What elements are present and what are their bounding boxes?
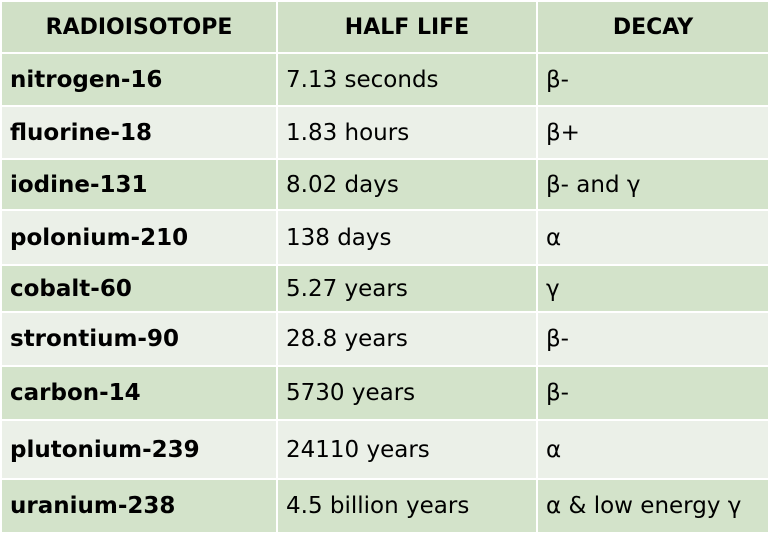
table-row: polonium-210 138 days α — [0, 209, 768, 266]
half-life-cell: 24110 years — [276, 419, 538, 480]
table-row: plutonium-239 24110 years α — [0, 419, 768, 480]
decay-cell: γ — [536, 264, 768, 313]
decay-cell: β- — [536, 311, 768, 367]
half-life-cell: 138 days — [276, 209, 538, 266]
header-radioisotope: RADIOISOTOPE — [0, 0, 278, 54]
decay-cell: α & low energy γ — [536, 478, 768, 534]
decay-cell: β- and γ — [536, 158, 768, 211]
table-row: nitrogen-16 7.13 seconds β- — [0, 52, 768, 107]
table-row: cobalt-60 5.27 years γ — [0, 264, 768, 313]
half-life-cell: 4.5 billion years — [276, 478, 538, 534]
isotope-cell: carbon-14 — [0, 365, 278, 421]
decay-cell: β+ — [536, 105, 768, 160]
half-life-cell: 1.83 hours — [276, 105, 538, 160]
decay-cell: β- — [536, 365, 768, 421]
isotope-cell: iodine-131 — [0, 158, 278, 211]
table-header-row: RADIOISOTOPE HALF LIFE DECAY — [0, 0, 768, 54]
half-life-cell: 5730 years — [276, 365, 538, 421]
table-row: carbon-14 5730 years β- — [0, 365, 768, 421]
table-row: fluorine-18 1.83 hours β+ — [0, 105, 768, 160]
table-row: iodine-131 8.02 days β- and γ — [0, 158, 768, 211]
isotope-cell: strontium-90 — [0, 311, 278, 367]
half-life-cell: 28.8 years — [276, 311, 538, 367]
isotope-cell: cobalt-60 — [0, 264, 278, 313]
isotope-cell: nitrogen-16 — [0, 52, 278, 107]
table-row: uranium-238 4.5 billion years α & low en… — [0, 478, 768, 534]
half-life-cell: 7.13 seconds — [276, 52, 538, 107]
isotope-cell: uranium-238 — [0, 478, 278, 534]
isotope-cell: polonium-210 — [0, 209, 278, 266]
decay-cell: α — [536, 209, 768, 266]
isotope-cell: fluorine-18 — [0, 105, 278, 160]
decay-cell: β- — [536, 52, 768, 107]
header-decay: DECAY — [536, 0, 768, 54]
table-row: strontium-90 28.8 years β- — [0, 311, 768, 367]
header-half-life: HALF LIFE — [276, 0, 538, 54]
decay-cell: α — [536, 419, 768, 480]
half-life-cell: 5.27 years — [276, 264, 538, 313]
isotope-cell: plutonium-239 — [0, 419, 278, 480]
half-life-cell: 8.02 days — [276, 158, 538, 211]
